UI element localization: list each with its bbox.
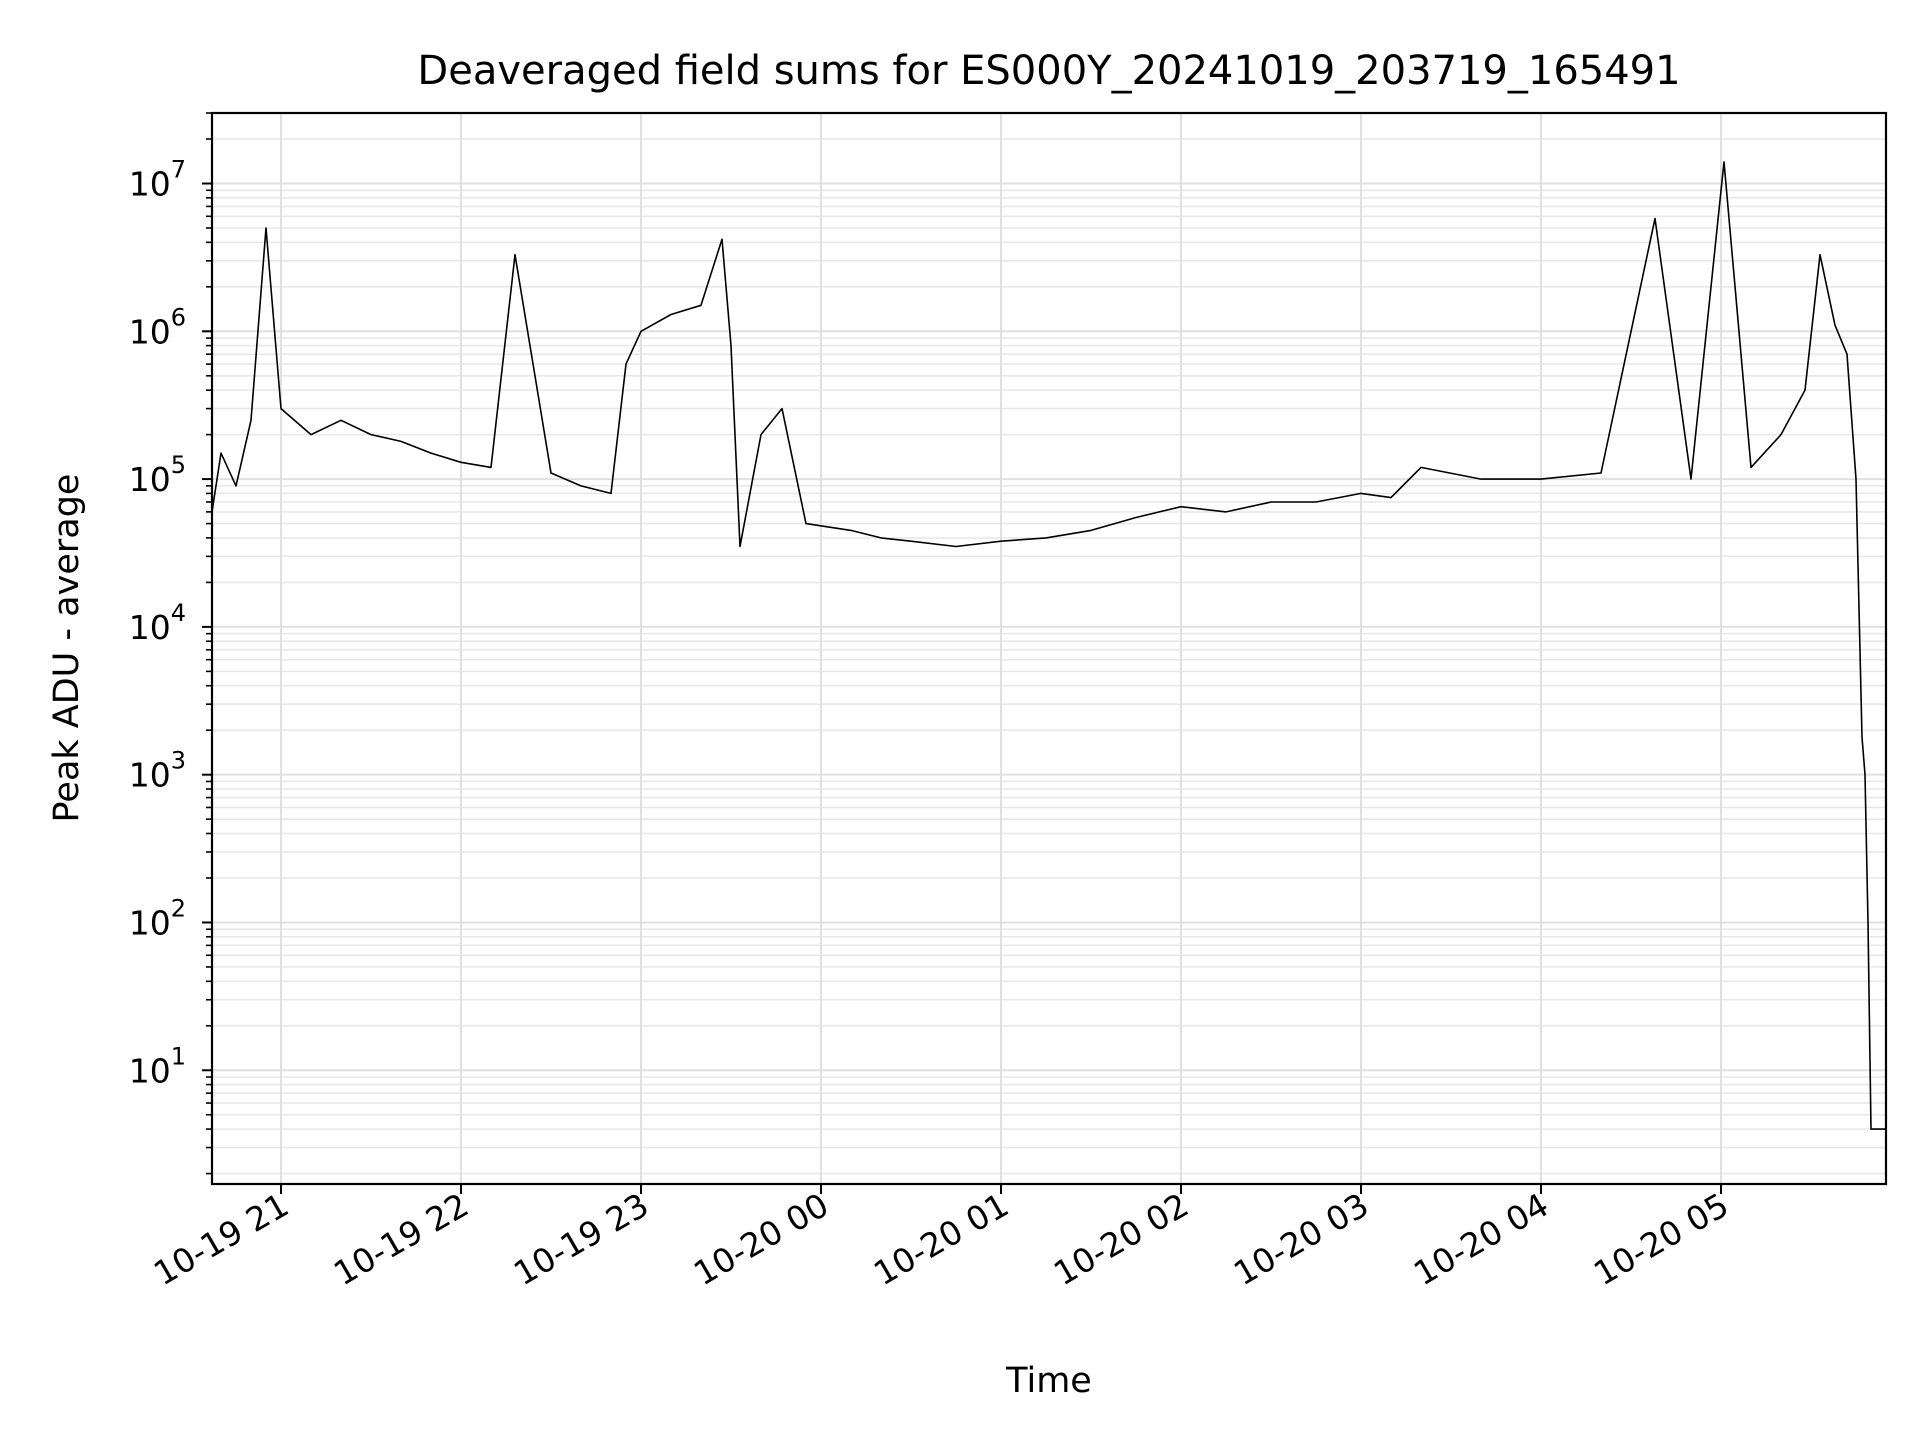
series-layer <box>211 161 1886 1130</box>
series-line <box>211 161 1886 1130</box>
y-tick-exponent: 7 <box>171 156 186 184</box>
y-tick-exponent: 3 <box>171 747 186 775</box>
y-tick-exponent: 1 <box>171 1042 186 1070</box>
x-axis-label: Time <box>1005 1361 1092 1401</box>
plot-frame <box>210 111 1888 1186</box>
y-tick-exponent: 5 <box>171 451 186 479</box>
y-tick-exponent: 4 <box>171 599 186 627</box>
chart-title: Deaveraged field sums for ES000Y_2024101… <box>417 48 1680 94</box>
y-tick-exponent: 2 <box>171 894 186 922</box>
y-tick-exponent: 6 <box>171 303 186 331</box>
y-axis-label: Peak ADU - average <box>47 474 87 823</box>
